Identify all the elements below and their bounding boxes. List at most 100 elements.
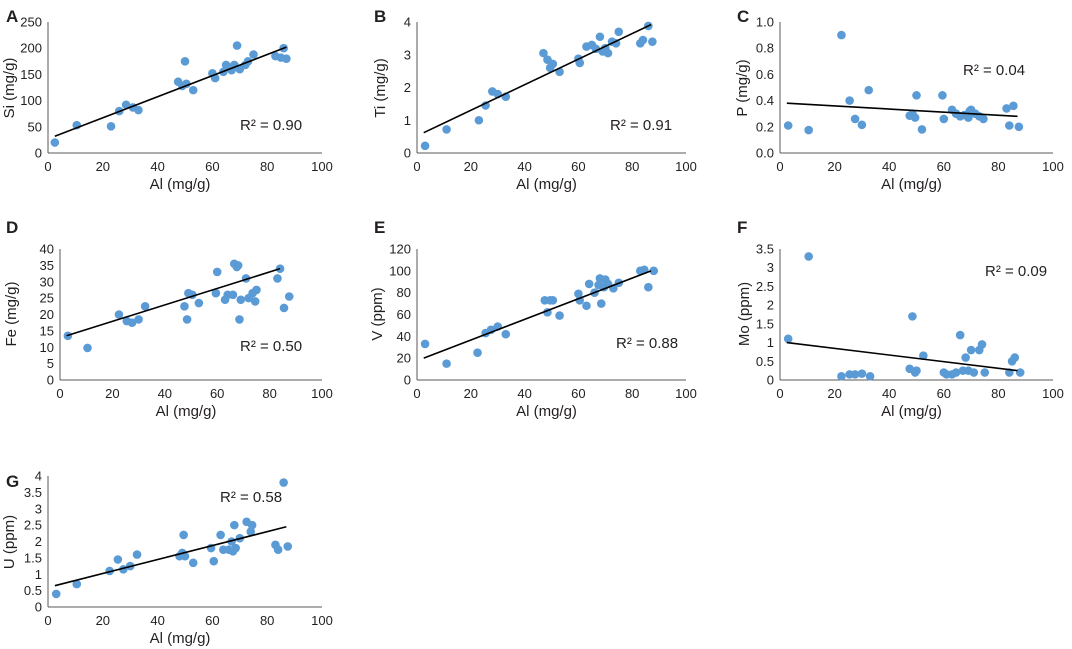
trendline — [423, 270, 652, 359]
data-point — [864, 85, 874, 95]
x-tick-label: 20 — [464, 386, 478, 401]
data-point — [420, 339, 430, 349]
data-point — [648, 37, 657, 46]
x-tick-label: 80 — [991, 386, 1005, 401]
data-point — [910, 113, 920, 122]
r-squared-label: R² = 0.90 — [240, 117, 302, 134]
x-tick-label: 40 — [158, 386, 172, 401]
x-tick-label: 40 — [882, 386, 896, 401]
data-point — [188, 558, 198, 568]
data-point — [966, 345, 976, 355]
data-point — [548, 59, 558, 69]
y-tick-label: 1 — [35, 567, 42, 582]
data-point — [246, 527, 256, 536]
x-axis-title: Al (mg/g) — [150, 630, 211, 647]
data-point — [584, 279, 594, 289]
data-point — [644, 282, 653, 292]
y-tick-label: 0.5 — [24, 583, 42, 598]
panel-letter: E — [374, 218, 385, 237]
y-tick-label: 0.8 — [756, 41, 774, 56]
x-tick-label: 20 — [827, 159, 841, 174]
y-axis-title: V (ppm) — [369, 287, 386, 340]
y-tick-label: 3.5 — [24, 485, 42, 500]
x-tick-label: 40 — [517, 386, 531, 401]
data-point — [548, 296, 558, 305]
data-point — [837, 371, 846, 381]
x-tick-label: 0 — [44, 159, 51, 174]
x-axis-title: Al (mg/g) — [516, 176, 577, 193]
data-point — [938, 91, 947, 100]
y-tick-label: 200 — [20, 41, 42, 56]
y-tick-label: 2 — [404, 80, 411, 95]
data-point — [250, 297, 260, 306]
y-tick-label: 4 — [35, 469, 42, 484]
x-tick-label: 60 — [205, 159, 219, 174]
y-tick-label: 15 — [40, 323, 54, 338]
panel-letter: C — [737, 7, 749, 26]
data-point — [140, 302, 150, 311]
data-point — [235, 315, 244, 324]
data-point — [649, 266, 659, 276]
data-point — [51, 589, 61, 599]
x-tick-label: 80 — [262, 386, 276, 401]
data-point — [1002, 104, 1011, 113]
data-point — [912, 91, 921, 100]
data-point — [908, 312, 917, 321]
panel-letter: D — [6, 218, 18, 237]
data-point — [1010, 353, 1020, 362]
y-tick-label: 80 — [397, 285, 411, 300]
x-tick-label: 60 — [205, 613, 219, 628]
data-point — [979, 114, 988, 124]
data-point — [273, 274, 282, 283]
data-point — [961, 353, 970, 362]
data-point — [284, 292, 294, 301]
panel-letter: G — [6, 472, 19, 491]
data-point — [180, 57, 190, 66]
trendline — [423, 23, 652, 134]
data-point — [275, 264, 285, 273]
y-tick-label: 3 — [404, 47, 411, 62]
data-point — [595, 32, 605, 42]
data-point — [1015, 368, 1025, 377]
data-point — [188, 85, 198, 95]
data-point — [420, 141, 430, 151]
data-point — [180, 551, 190, 561]
x-tick-label: 20 — [105, 386, 119, 401]
data-point — [912, 366, 921, 375]
y-tick-label: 1 — [404, 113, 411, 128]
data-point — [837, 30, 846, 40]
y-axis-title: Fe (mg/g) — [3, 281, 20, 346]
data-point — [474, 115, 484, 125]
y-tick-label: 2.5 — [24, 518, 42, 533]
y-axis-title: P (mg/g) — [734, 59, 751, 116]
panel-A: 0 20 40 60 80 100 0 50 100 150 200 250 Al (mg/g) Si (… — [1, 7, 333, 193]
data-point — [50, 138, 60, 147]
data-point — [209, 556, 219, 566]
data-point — [114, 310, 124, 319]
data-point — [283, 542, 293, 551]
data-point — [221, 60, 231, 70]
data-point — [231, 543, 240, 553]
x-tick-label: 20 — [96, 159, 110, 174]
data-point — [611, 38, 621, 48]
data-point — [232, 41, 242, 50]
y-tick-label: 100 — [20, 93, 42, 108]
x-tick-label: 20 — [464, 159, 478, 174]
x-tick-label: 60 — [210, 386, 224, 401]
y-tick-label: 5 — [47, 356, 54, 371]
data-point — [783, 334, 793, 344]
trendline — [786, 102, 1018, 118]
data-point — [1014, 122, 1024, 132]
x-tick-label: 60 — [571, 159, 585, 174]
data-point — [865, 371, 875, 381]
y-tick-label: 0.5 — [756, 354, 774, 369]
trendline — [54, 525, 287, 587]
data-point — [233, 261, 243, 270]
data-point — [596, 299, 606, 308]
data-point — [850, 114, 860, 124]
panel-letter: F — [737, 218, 747, 237]
data-point — [127, 318, 137, 327]
y-tick-label: 25 — [40, 291, 54, 306]
data-point — [857, 369, 867, 378]
